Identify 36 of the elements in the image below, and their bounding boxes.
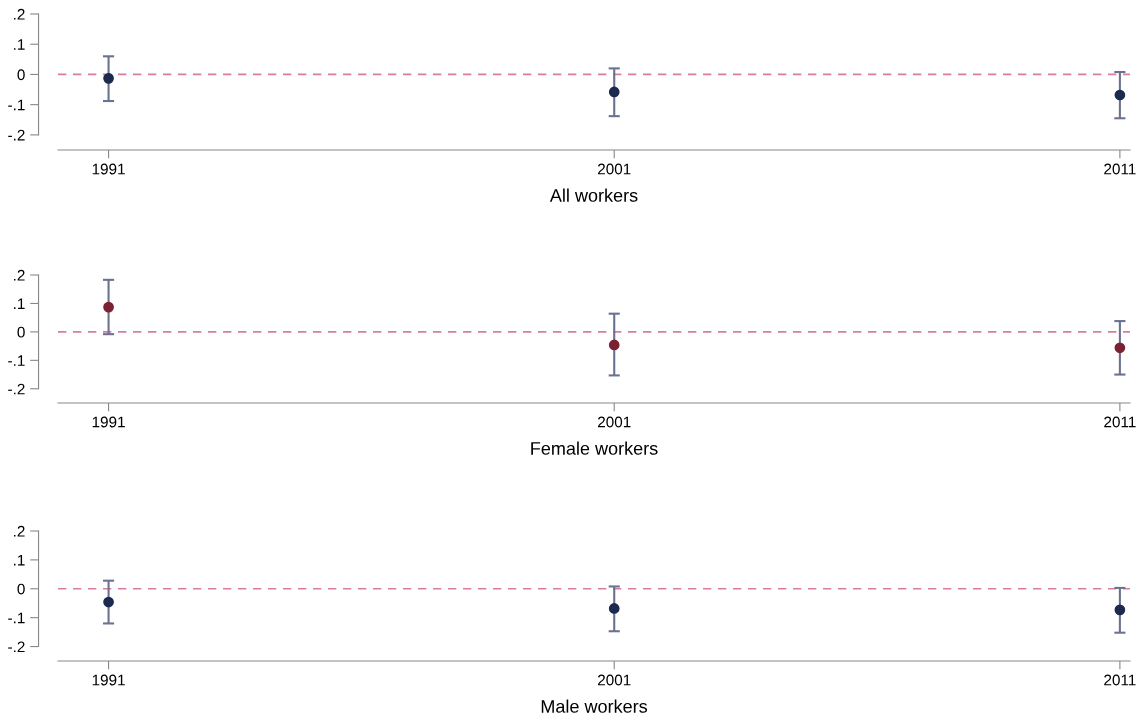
y-tick-label: -.2 [8,129,25,141]
y-tick-label: .2 [14,269,25,281]
point [608,339,620,351]
point [1114,342,1126,354]
y-tick-label: 0 [17,326,25,338]
point [608,86,620,98]
x-tick-label: 2001 [598,674,631,686]
y-tick-label: -.2 [8,383,25,395]
x-tick-label: 1991 [92,416,125,428]
point [103,73,114,84]
x-tick-label: 2011 [1104,416,1136,428]
x-axis-title: All workers [549,188,638,202]
point [608,603,620,614]
x-axis-title: Male workers [541,699,648,713]
point [103,596,114,608]
x-tick-label: 1991 [92,674,125,686]
y-tick-label: 0 [17,69,25,81]
x-tick-label: 2001 [598,416,631,428]
y-tick-label: -.1 [8,355,25,366]
x-axis-title: Female workers [531,441,658,455]
y-tick-label: 0 [17,583,25,595]
point [1114,89,1126,101]
x-tick-label: 2011 [1104,674,1136,686]
x-tick-label: 2011 [1104,163,1136,175]
x-tick-label: 1991 [92,163,125,175]
point [103,301,114,313]
y-tick-label: .1 [14,554,25,566]
point [1114,604,1126,616]
y-tick-label: -.2 [8,641,25,653]
y-tick-label: -.1 [8,612,25,624]
y-tick-label: -.1 [8,99,25,111]
y-tick-label: .2 [14,525,25,537]
y-tick-label: .1 [14,39,25,50]
y-tick-label: .1 [14,298,25,309]
y-tick-label: .2 [14,8,25,20]
x-tick-label: 2001 [598,163,631,175]
